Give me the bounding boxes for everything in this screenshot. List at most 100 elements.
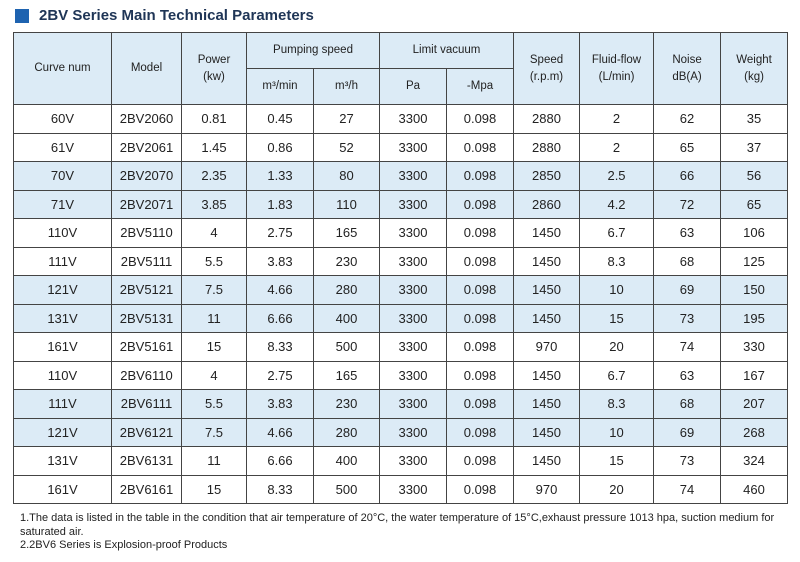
table-cell: 2BV2071 — [111, 189, 182, 219]
table-cell: 161V — [13, 474, 112, 504]
table-cell: 37 — [720, 132, 789, 162]
table-row: 71V 2BV2071 3.85 1.83 110 3300 0.098 2860 4.2 72 6… — [13, 189, 789, 219]
table-cell: 2.75 — [246, 360, 314, 390]
table-cell: 72 — [653, 189, 722, 219]
table-cell: 3300 — [379, 389, 448, 419]
table-cell: 0.098 — [446, 474, 515, 504]
table-cell: 52 — [312, 132, 381, 162]
table-cell: 0.45 — [246, 104, 314, 134]
table-cell: 195 — [720, 303, 789, 333]
table-cell: 0.098 — [446, 189, 515, 219]
table-cell: 0.098 — [446, 246, 515, 276]
table-cell: 3300 — [379, 303, 448, 333]
table-row: 121V 2BV6121 7.5 4.66 280 3300 0.098 1450 10 69 26… — [13, 417, 789, 447]
table-cell: 8.3 — [579, 246, 655, 276]
table-cell: 4 — [181, 218, 247, 248]
table-cell: 111V — [13, 389, 112, 419]
table-row: 131V 2BV6131 11 6.66 400 3300 0.098 1450 15 73 324 — [13, 446, 789, 476]
table-cell: 1450 — [513, 389, 581, 419]
table-row: 60V 2BV2060 0.81 0.45 27 3300 0.098 2880 2 62 35 — [13, 104, 789, 134]
table-cell: 2BV5131 — [111, 303, 182, 333]
table-cell: 2.75 — [246, 218, 314, 248]
table-cell: 3300 — [379, 446, 448, 476]
table-row: 111V 2BV6111 5.5 3.83 230 3300 0.098 1450 8.3 68 2… — [13, 389, 789, 419]
header-weight: Weight (kg) — [720, 32, 789, 105]
table-cell: 121V — [13, 275, 112, 305]
table-cell: 1450 — [513, 360, 581, 390]
footnote-1: 1.The data is listed in the table in the… — [20, 512, 775, 538]
table-cell: 0.098 — [446, 389, 515, 419]
table-row: 161V 2BV5161 15 8.33 500 3300 0.098 970 20 74 330 — [13, 332, 789, 362]
table-cell: 5.5 — [181, 389, 247, 419]
table-cell: 111V — [13, 246, 112, 276]
table-cell: 0.098 — [446, 360, 515, 390]
table-cell: 280 — [312, 275, 381, 305]
table-cell: 3.85 — [181, 189, 247, 219]
table-cell: 10 — [579, 417, 655, 447]
table-cell: 110V — [13, 218, 112, 248]
table-cell: 500 — [312, 474, 381, 504]
table-cell: 3300 — [379, 218, 448, 248]
table-cell: 2 — [579, 132, 655, 162]
table-cell: 69 — [653, 417, 722, 447]
footnote-2: 2.2BV6 Series is Explosion-proof Product… — [20, 539, 228, 551]
table-cell: 4.2 — [579, 189, 655, 219]
header-limit-vacuum: Limit vacuum — [379, 32, 515, 69]
table-cell: 2BV5111 — [111, 246, 182, 276]
table-cell: 15 — [181, 474, 247, 504]
header-fluid-flow: Fluid-flow (L/min) — [579, 32, 655, 105]
table-cell: 3300 — [379, 332, 448, 362]
table-cell: 2BV5161 — [111, 332, 182, 362]
table-cell: 8.33 — [246, 332, 314, 362]
table-cell: 2880 — [513, 132, 581, 162]
table-row: 161V 2BV6161 15 8.33 500 3300 0.098 970 20 74 460 — [13, 474, 789, 504]
table-cell: 0.098 — [446, 446, 515, 476]
header-noise: Noise dB(A) — [653, 32, 722, 105]
table-cell: 65 — [720, 189, 789, 219]
table-cell: 400 — [312, 303, 381, 333]
header-pa: Pa — [379, 68, 448, 105]
table-cell: 2BV6131 — [111, 446, 182, 476]
table-cell: 268 — [720, 417, 789, 447]
table-row: 111V 2BV5111 5.5 3.83 230 3300 0.098 1450 8.3 68 1… — [13, 246, 789, 276]
table-cell: 35 — [720, 104, 789, 134]
table-cell: 1450 — [513, 417, 581, 447]
table-cell: 3300 — [379, 161, 448, 191]
table-cell: 500 — [312, 332, 381, 362]
table-cell: 2 — [579, 104, 655, 134]
title-text: 2BV Series Main Technical Parameters — [39, 7, 314, 24]
table-cell: 10 — [579, 275, 655, 305]
table-cell: 63 — [653, 360, 722, 390]
header-m3-h: m³/h — [312, 68, 381, 105]
table-cell: 165 — [312, 360, 381, 390]
table-cell: 0.098 — [446, 104, 515, 134]
table-cell: 74 — [653, 474, 722, 504]
table-cell: 3300 — [379, 104, 448, 134]
table-cell: 0.86 — [246, 132, 314, 162]
table-cell: 106 — [720, 218, 789, 248]
table-cell: 4 — [181, 360, 247, 390]
table-cell: 65 — [653, 132, 722, 162]
header-pumping-speed: Pumping speed — [245, 32, 381, 69]
table-cell: 2BV6161 — [111, 474, 182, 504]
table-cell: 2BV5121 — [111, 275, 182, 305]
footnotes: 1.The data is listed in the table in the… — [20, 512, 790, 553]
table-cell: 324 — [720, 446, 789, 476]
table-cell: 230 — [312, 389, 381, 419]
table-cell: 15 — [181, 332, 247, 362]
table-cell: 2BV6110 — [111, 360, 182, 390]
table-cell: 73 — [653, 303, 722, 333]
header-mpa: -Mpa — [446, 68, 515, 105]
table-cell: 230 — [312, 246, 381, 276]
table-cell: 73 — [653, 446, 722, 476]
table-cell: 3300 — [379, 275, 448, 305]
table-cell: 3300 — [379, 474, 448, 504]
table-cell: 121V — [13, 417, 112, 447]
header-m3-min: m³/min — [246, 68, 314, 105]
table-cell: 56 — [720, 161, 789, 191]
table-cell: 970 — [513, 332, 581, 362]
table-cell: 280 — [312, 417, 381, 447]
table-cell: 0.81 — [181, 104, 247, 134]
table-cell: 970 — [513, 474, 581, 504]
page-title: 2BV Series Main Technical Parameters — [15, 7, 314, 24]
